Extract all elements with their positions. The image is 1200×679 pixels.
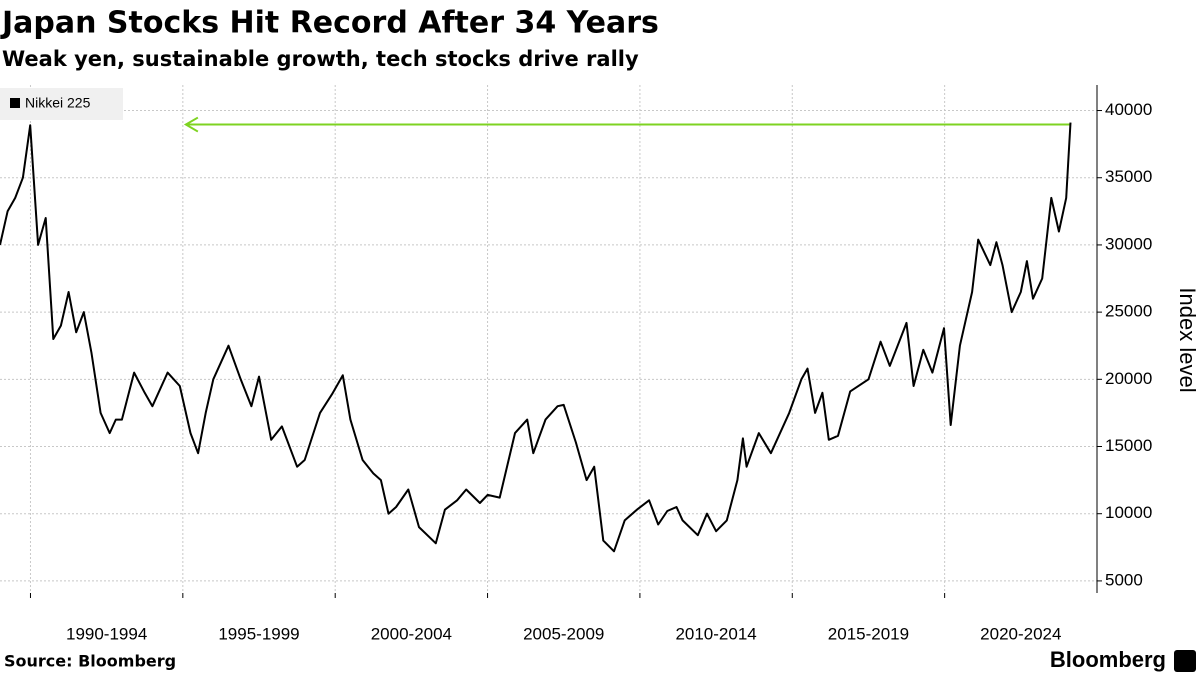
y-tick-label: 40000 bbox=[1105, 100, 1152, 119]
chart-subtitle: Weak yen, sustainable growth, tech stock… bbox=[2, 47, 639, 71]
legend-swatch bbox=[10, 98, 20, 108]
x-tick-label: 2000-2004 bbox=[371, 624, 452, 643]
legend-box bbox=[0, 88, 123, 120]
arrow-head bbox=[183, 116, 199, 133]
y-axis-label: Index level bbox=[1175, 287, 1200, 392]
line-series bbox=[0, 122, 1072, 553]
source: Source: Bloomberg bbox=[4, 652, 176, 671]
brand: Bloomberg bbox=[1050, 647, 1166, 672]
brand-icon bbox=[1174, 650, 1196, 672]
y-tick-label: 25000 bbox=[1105, 302, 1152, 321]
x-tick-label: 1990-1994 bbox=[66, 624, 147, 643]
x-tick-label: 2010-2014 bbox=[675, 624, 756, 643]
y-tick-label: 35000 bbox=[1105, 167, 1152, 186]
x-tick-label: 2015-2019 bbox=[828, 624, 909, 643]
x-tick-label: 2020-2024 bbox=[980, 624, 1061, 643]
y-tick-label: 15000 bbox=[1105, 436, 1152, 455]
x-tick-label: 1995-1999 bbox=[218, 624, 299, 643]
x-tick-label: 2005-2009 bbox=[523, 624, 604, 643]
legend-label: Nikkei 225 bbox=[25, 95, 91, 111]
y-tick-label: 5000 bbox=[1105, 570, 1143, 589]
y-tick-label: 10000 bbox=[1105, 503, 1152, 522]
chart-title: Japan Stocks Hit Record After 34 Years bbox=[0, 6, 659, 41]
y-tick-label: 20000 bbox=[1105, 369, 1152, 388]
y-tick-label: 30000 bbox=[1105, 234, 1152, 253]
